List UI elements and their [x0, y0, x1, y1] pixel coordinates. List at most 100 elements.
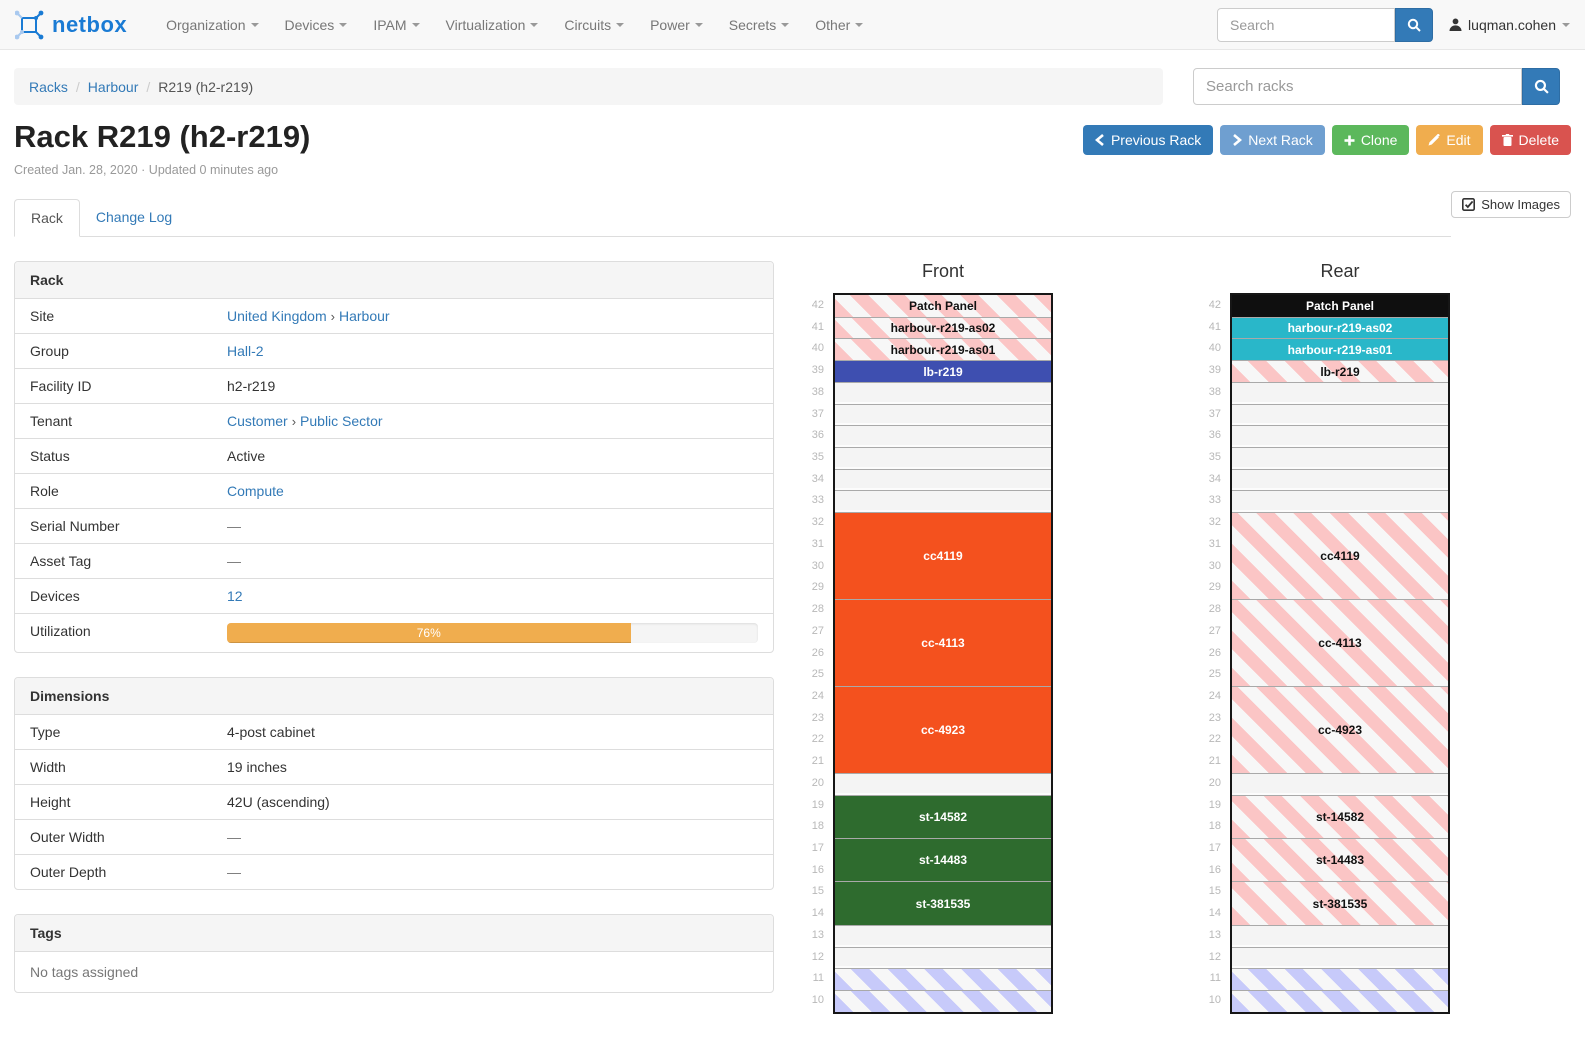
info-link-value[interactable]: Customer [227, 413, 288, 429]
caret-down-icon [1562, 22, 1570, 27]
tab-rack[interactable]: Rack [14, 199, 80, 237]
breadcrumb-item[interactable]: Harbour [87, 78, 139, 95]
info-text-value: Active [227, 448, 266, 464]
global-search-button[interactable] [1395, 7, 1434, 42]
info-link-value[interactable]: Hall-2 [227, 343, 264, 359]
netbox-brand[interactable]: netbox [15, 10, 127, 40]
tab-change-log[interactable]: Change Log [95, 209, 173, 225]
rack-device[interactable]: st-381535 [835, 881, 1051, 925]
rack-search-button[interactable] [1522, 68, 1560, 105]
nav-item-ipam[interactable]: IPAM [360, 2, 432, 48]
rack-search-input[interactable] [1193, 68, 1522, 105]
nav-item-devices[interactable]: Devices [272, 2, 361, 48]
pencil-icon [1428, 134, 1441, 146]
next-rack-button[interactable]: Next Rack [1220, 125, 1325, 155]
device-label: lb-r219 [923, 364, 963, 379]
tags-panel: Tags No tags assigned [14, 914, 774, 993]
tags-empty-text: No tags assigned [30, 964, 139, 980]
nav-item-power[interactable]: Power [637, 2, 716, 48]
unit-number: 40 [1208, 342, 1221, 355]
unit-number: 29 [811, 581, 824, 594]
device-label: lb-r219 [1320, 364, 1360, 379]
unit-ruler: 42 41 40 39 38 37 36 35 34 33 32 31 30 29 28 27 26 25 24 23… [796, 293, 833, 1014]
info-label: Status [30, 448, 70, 464]
breadcrumb-separator: / [75, 78, 80, 95]
show-images-button[interactable]: Show Images [1451, 191, 1571, 218]
rack-device[interactable]: st-14582 [835, 794, 1051, 838]
nav-item-secrets[interactable]: Secrets [716, 2, 802, 48]
rack-empty-unit [1232, 946, 1448, 969]
rack-device[interactable]: harbour-r219-as02 [835, 316, 1051, 339]
rack-device[interactable]: st-381535 [1232, 881, 1448, 925]
unit-number: 22 [811, 733, 824, 746]
rack-empty-unit [1232, 447, 1448, 469]
info-link-value[interactable]: Public Sector [300, 413, 383, 429]
rack-device[interactable]: Patch Panel [835, 295, 1051, 317]
unit-number: 24 [1208, 689, 1221, 702]
user-menu[interactable]: luqman.cohen [1449, 17, 1570, 33]
rack-device[interactable]: harbour-r219-as01 [1232, 338, 1448, 361]
elevation-title: Front [921, 261, 964, 281]
info-text-value: 19 inches [227, 759, 287, 775]
rack-device[interactable]: lb-r219 [835, 360, 1051, 382]
info-text-value: h2-r219 [227, 378, 276, 394]
panel-title: Dimensions [15, 678, 773, 715]
unit-number: 12 [811, 950, 824, 963]
rack-device[interactable]: st-14483 [835, 837, 1051, 882]
global-search [1217, 7, 1434, 42]
nav-item-organization[interactable]: Organization [153, 2, 271, 48]
rack-device[interactable]: st-14483 [1232, 837, 1448, 882]
rack-device[interactable]: cc-4113 [835, 599, 1051, 686]
info-value: — [212, 509, 773, 543]
breadcrumb: Racks / Harbour / R219 (h2-r219) [14, 68, 1163, 105]
rack-device[interactable]: st-14582 [1232, 794, 1448, 838]
info-row: Status Active [15, 438, 773, 473]
info-link-value[interactable]: Compute [227, 483, 284, 499]
rack-empty-unit [835, 425, 1051, 448]
info-value: Compute [212, 474, 773, 508]
info-row: Facility ID h2-r219 [15, 368, 773, 403]
unit-number: 26 [1208, 646, 1221, 659]
info-label: Utilization [30, 623, 91, 639]
rack-device[interactable]: lb-r219 [1232, 360, 1448, 382]
nav-item-label: Devices [284, 16, 335, 33]
page-title: Rack R219 (h2-r219) [14, 119, 311, 154]
nav-item-other[interactable]: Other [802, 2, 876, 48]
breadcrumb-item[interactable]: Racks [29, 78, 68, 95]
rack-device[interactable]: cc-4113 [1232, 599, 1448, 686]
rack-device[interactable]: harbour-r219-as01 [835, 338, 1051, 361]
info-label: Devices [30, 588, 80, 604]
unit-number: 35 [1208, 451, 1221, 464]
caret-down-icon [694, 22, 703, 27]
rack-device[interactable]: Patch Panel [1232, 295, 1448, 317]
nav-item-label: Power [650, 16, 690, 33]
device-label: cc4119 [923, 549, 963, 564]
rack-empty-unit [835, 772, 1051, 795]
unit-number: 41 [1208, 320, 1221, 333]
rack-device[interactable]: cc4119 [1232, 512, 1448, 600]
unit-number: 20 [811, 776, 824, 789]
unit-number: 37 [1208, 407, 1221, 420]
elevation-title: Rear [1320, 261, 1360, 281]
nav-item-virtualization[interactable]: Virtualization [433, 2, 552, 48]
info-link-value[interactable]: Harbour [338, 308, 390, 324]
rack-empty-unit [1232, 490, 1448, 513]
nav-item-circuits[interactable]: Circuits [551, 2, 637, 48]
clone-button[interactable]: Clone [1331, 125, 1410, 155]
global-search-input[interactable] [1217, 7, 1396, 42]
previous-rack-button[interactable]: Previous Rack [1082, 125, 1214, 155]
info-link-value[interactable]: United Kingdom [227, 308, 327, 324]
rack-device[interactable]: cc4119 [835, 512, 1051, 600]
delete-button[interactable]: Delete [1489, 125, 1571, 155]
rack-device[interactable]: harbour-r219-as02 [1232, 316, 1448, 339]
rack-device[interactable]: cc-4923 [835, 685, 1051, 773]
rack-empty-unit [1232, 468, 1448, 491]
edit-button[interactable]: Edit [1416, 125, 1483, 155]
unit-number: 18 [1208, 820, 1221, 833]
unit-number: 16 [1208, 863, 1221, 876]
info-row: Utilization 76% [15, 613, 773, 652]
rack-device[interactable]: cc-4923 [1232, 685, 1448, 773]
device-label: harbour-r219-as01 [890, 342, 996, 357]
info-link-value[interactable]: 12 [227, 588, 243, 604]
dimensions-panel: Dimensions Type 4-post cabinet Width 19 inc… [14, 677, 774, 890]
